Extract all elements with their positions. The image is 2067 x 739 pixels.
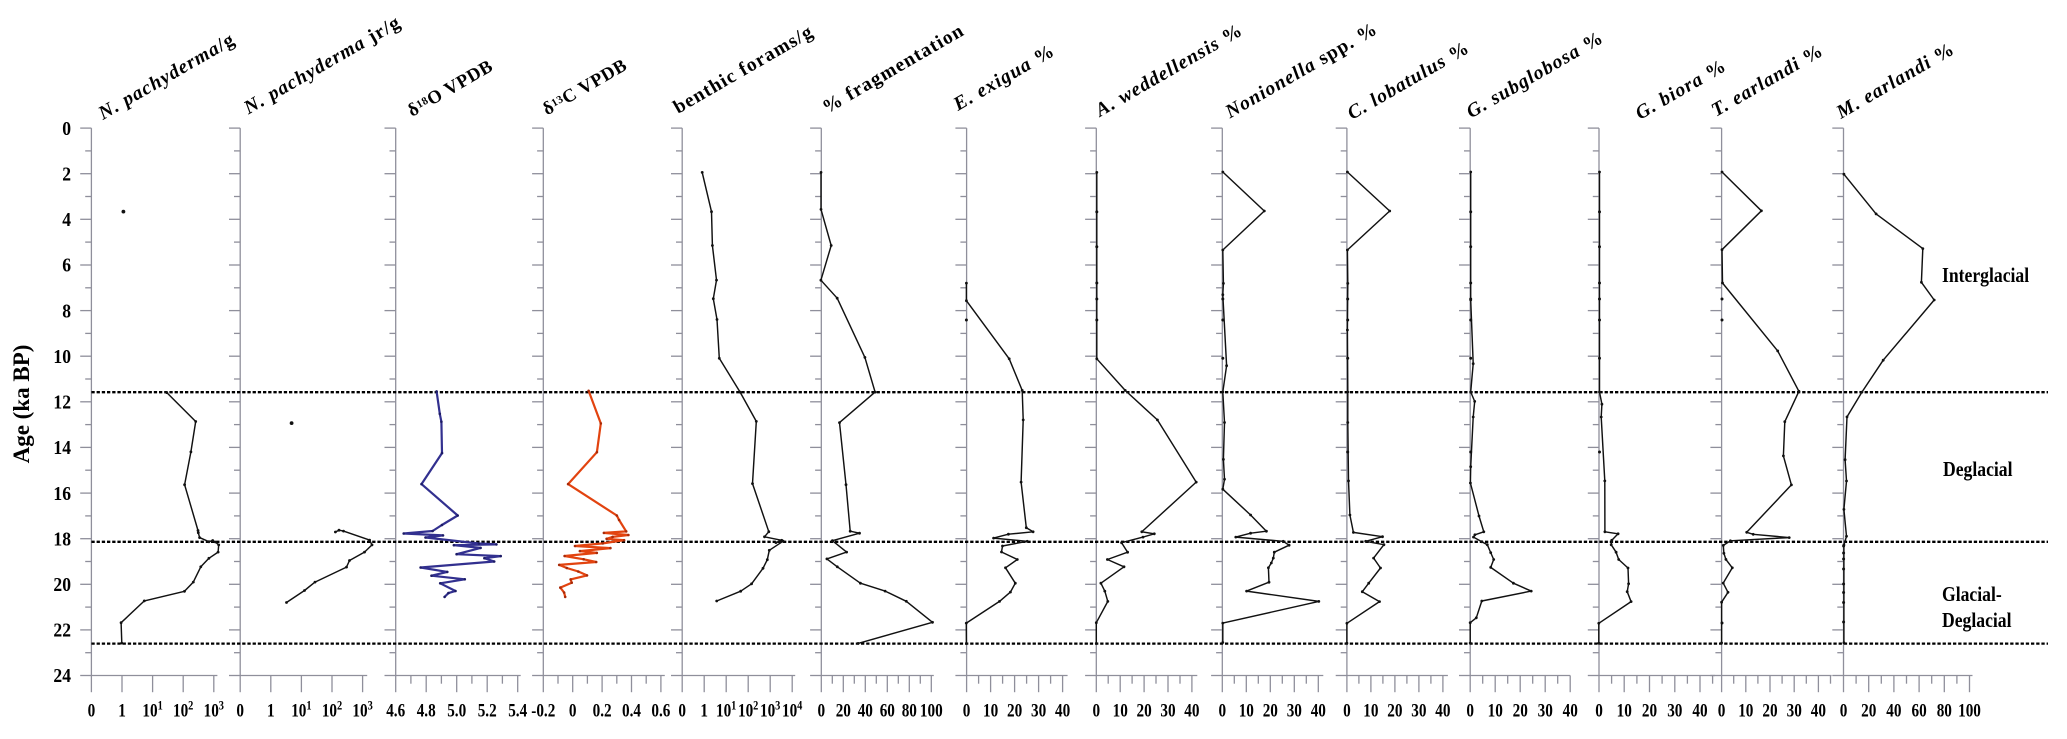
svg-text:20: 20 xyxy=(53,574,71,596)
svg-text:20: 20 xyxy=(1387,700,1402,721)
svg-text:1: 1 xyxy=(118,700,126,721)
svg-text:60: 60 xyxy=(1912,700,1927,721)
svg-text:0: 0 xyxy=(62,118,71,140)
svg-text:6: 6 xyxy=(62,255,71,277)
svg-text:20: 20 xyxy=(1007,700,1022,721)
svg-text:0: 0 xyxy=(818,700,826,721)
svg-text:30: 30 xyxy=(1538,700,1553,721)
svg-text:4.6: 4.6 xyxy=(386,700,405,721)
svg-text:0: 0 xyxy=(1466,700,1474,721)
svg-text:2: 2 xyxy=(62,163,71,185)
svg-text:10: 10 xyxy=(53,346,71,368)
svg-text:100: 100 xyxy=(920,700,943,721)
svg-text:0: 0 xyxy=(1343,700,1351,721)
svg-text:30: 30 xyxy=(1787,700,1802,721)
svg-text:12: 12 xyxy=(53,392,71,414)
svg-text:1: 1 xyxy=(700,700,708,721)
svg-text:100: 100 xyxy=(1958,700,1981,721)
svg-text:40: 40 xyxy=(1435,700,1450,721)
svg-text:0.6: 0.6 xyxy=(651,700,670,721)
svg-text:10: 10 xyxy=(1363,700,1378,721)
svg-text:10: 10 xyxy=(1738,700,1753,721)
svg-text:20: 20 xyxy=(836,700,851,721)
svg-text:4.8: 4.8 xyxy=(417,700,436,721)
svg-text:30: 30 xyxy=(1287,700,1302,721)
svg-text:10: 10 xyxy=(1488,700,1503,721)
svg-text:1: 1 xyxy=(267,700,275,721)
svg-text:0: 0 xyxy=(1840,700,1848,721)
svg-text:5.2: 5.2 xyxy=(478,700,497,721)
svg-text:40: 40 xyxy=(1563,700,1578,721)
svg-text:Age (ka BP): Age (ka BP) xyxy=(9,345,34,464)
svg-text:20: 20 xyxy=(1137,700,1152,721)
svg-text:0: 0 xyxy=(678,700,686,721)
svg-text:20: 20 xyxy=(1513,700,1528,721)
svg-text:40: 40 xyxy=(1311,700,1326,721)
svg-text:5.0: 5.0 xyxy=(447,700,466,721)
svg-text:80: 80 xyxy=(1937,700,1952,721)
svg-text:40: 40 xyxy=(1886,700,1901,721)
svg-text:30: 30 xyxy=(1411,700,1426,721)
svg-text:14: 14 xyxy=(53,437,71,459)
svg-text:0: 0 xyxy=(236,700,244,721)
svg-text:10: 10 xyxy=(983,700,998,721)
svg-text:10: 10 xyxy=(1239,700,1254,721)
svg-text:22: 22 xyxy=(53,620,71,642)
svg-text:20: 20 xyxy=(1861,700,1876,721)
svg-text:5.4: 5.4 xyxy=(508,700,527,721)
svg-text:4: 4 xyxy=(62,209,71,231)
svg-text:0: 0 xyxy=(1093,700,1101,721)
svg-text:20: 20 xyxy=(1642,700,1657,721)
svg-text:40: 40 xyxy=(1692,700,1707,721)
svg-text:30: 30 xyxy=(1160,700,1175,721)
svg-text:40: 40 xyxy=(1184,700,1199,721)
svg-text:Glacial-: Glacial- xyxy=(1942,584,2002,607)
svg-text:0: 0 xyxy=(963,700,971,721)
svg-text:0: 0 xyxy=(1718,700,1726,721)
svg-text:24: 24 xyxy=(53,665,71,687)
svg-text:0: 0 xyxy=(88,700,96,721)
svg-text:Deglacial: Deglacial xyxy=(1943,459,2013,482)
svg-text:80: 80 xyxy=(902,700,917,721)
svg-text:0: 0 xyxy=(1219,700,1227,721)
svg-text:40: 40 xyxy=(1055,700,1070,721)
svg-text:0.2: 0.2 xyxy=(593,700,612,721)
svg-text:0: 0 xyxy=(569,700,577,721)
svg-text:30: 30 xyxy=(1667,700,1682,721)
svg-text:Deglacial: Deglacial xyxy=(1942,610,2012,633)
svg-text:Interglacial: Interglacial xyxy=(1942,265,2030,288)
svg-text:18: 18 xyxy=(53,528,71,550)
svg-text:20: 20 xyxy=(1263,700,1278,721)
svg-text:16: 16 xyxy=(53,483,71,505)
svg-text:8: 8 xyxy=(62,300,71,322)
svg-text:10: 10 xyxy=(1617,700,1632,721)
svg-text:40: 40 xyxy=(1811,700,1826,721)
svg-text:10: 10 xyxy=(1113,700,1128,721)
svg-text:60: 60 xyxy=(880,700,895,721)
svg-text:0: 0 xyxy=(1595,700,1603,721)
svg-text:-0.2: -0.2 xyxy=(531,700,555,721)
svg-text:30: 30 xyxy=(1031,700,1046,721)
svg-text:0.4: 0.4 xyxy=(622,700,641,721)
svg-text:40: 40 xyxy=(858,700,873,721)
svg-text:20: 20 xyxy=(1762,700,1777,721)
